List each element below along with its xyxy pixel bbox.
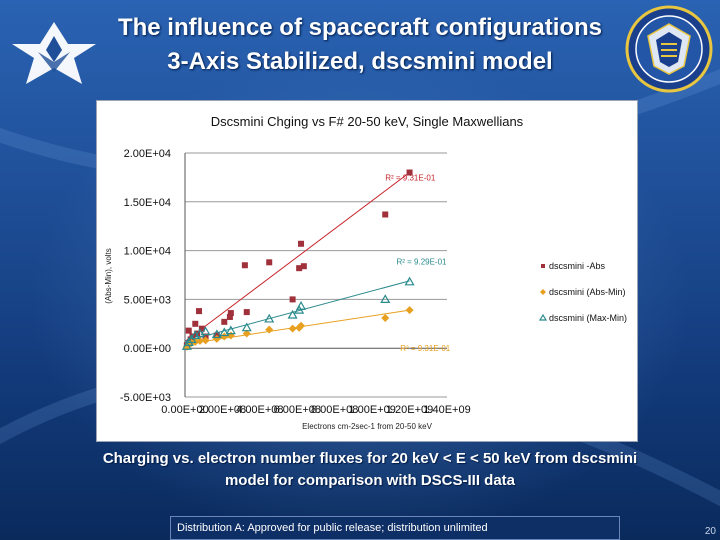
legend-label: dscsmini -Abs bbox=[549, 261, 606, 271]
x-tick-label: 2.00E+08 bbox=[199, 404, 246, 416]
data-point bbox=[300, 263, 307, 270]
chart-panel: Dscsmini Chging vs F# 20-50 keV, Single … bbox=[96, 100, 638, 442]
data-point bbox=[381, 313, 390, 322]
data-point bbox=[287, 309, 298, 319]
data-point bbox=[243, 309, 250, 316]
legend-label: dscsmini (Max-Min) bbox=[549, 313, 627, 323]
data-point bbox=[221, 318, 228, 325]
slide-title-line-2: 3-Axis Stabilized, dscsmini model bbox=[167, 48, 553, 75]
data-point bbox=[265, 325, 274, 334]
legend-marker bbox=[540, 289, 546, 295]
distribution-statement: Distribution A: Approved for public rele… bbox=[170, 516, 620, 540]
data-point bbox=[298, 240, 305, 247]
x-tick-label: 4.00E+08 bbox=[236, 404, 283, 416]
slide-caption-line-1: Charging vs. electron number fluxes for … bbox=[102, 450, 638, 467]
data-point bbox=[198, 325, 205, 332]
data-point bbox=[212, 334, 221, 343]
data-point bbox=[405, 306, 414, 315]
data-point bbox=[225, 325, 236, 335]
y-tick-label: -5.00E+03 bbox=[120, 392, 171, 404]
y-axis-label: (Abs-Min), volts bbox=[104, 248, 113, 304]
data-point bbox=[404, 276, 415, 286]
trendline bbox=[184, 172, 410, 342]
slide-title-line-1: The influence of spacecraft configuratio… bbox=[117, 14, 603, 41]
y-tick-label: 1.00E+04 bbox=[124, 246, 171, 258]
x-tick-label: 6.00E+08 bbox=[274, 404, 321, 416]
legend-label: dscsmini (Abs-Min) bbox=[549, 287, 626, 297]
data-point bbox=[200, 326, 211, 336]
r-squared-label: R² = 9.31E-01 bbox=[400, 344, 451, 353]
x-tick-label: 0.00E+00 bbox=[161, 404, 208, 416]
y-tick-label: 1.50E+04 bbox=[124, 197, 171, 209]
data-point bbox=[211, 329, 222, 339]
data-point bbox=[227, 310, 234, 317]
data-point bbox=[241, 322, 252, 332]
data-point bbox=[196, 308, 203, 315]
data-point bbox=[220, 332, 229, 341]
legend-marker bbox=[541, 264, 545, 268]
x-tick-label: 1.00E+09 bbox=[348, 404, 395, 416]
page-number: 20 bbox=[704, 526, 716, 537]
y-tick-label: 0.00E+00 bbox=[124, 343, 171, 355]
y-tick-label: 5.00E+03 bbox=[124, 294, 171, 306]
data-point bbox=[185, 327, 192, 334]
slide-caption-line-2: model for comparison with DSCS-III data bbox=[224, 472, 516, 489]
trendline bbox=[184, 280, 410, 342]
air-force-wings-logo bbox=[12, 22, 96, 84]
data-point bbox=[266, 259, 273, 266]
data-point bbox=[192, 320, 199, 327]
r-squared-label: R² = 9.31E-01 bbox=[385, 173, 436, 182]
data-point bbox=[226, 313, 233, 320]
data-point bbox=[295, 301, 307, 310]
data-point bbox=[406, 169, 413, 176]
data-point bbox=[296, 265, 303, 272]
x-tick-label: 1.20E+09 bbox=[386, 404, 433, 416]
data-point bbox=[242, 329, 251, 338]
data-point bbox=[219, 327, 230, 337]
data-point bbox=[382, 211, 389, 218]
data-point bbox=[289, 296, 296, 303]
scatter-chart: Dscsmini Chging vs F# 20-50 keV, Single … bbox=[104, 114, 627, 431]
chart-title: Dscsmini Chging vs F# 20-50 keV, Single … bbox=[211, 114, 524, 129]
x-tick-label: 1.40E+09 bbox=[423, 404, 470, 416]
x-axis-label: Electrons cm-2sec-1 from 20-50 keV bbox=[302, 422, 432, 431]
x-tick-label: 8.00E+08 bbox=[311, 404, 358, 416]
data-point bbox=[201, 336, 210, 345]
data-point bbox=[264, 313, 275, 323]
r-squared-label: R² = 9.29E-01 bbox=[396, 257, 447, 266]
y-tick-label: 2.00E+04 bbox=[124, 148, 171, 160]
data-point bbox=[241, 262, 248, 269]
data-point bbox=[297, 321, 306, 330]
data-point bbox=[380, 294, 391, 303]
afrl-seal-icon bbox=[625, 5, 713, 93]
data-point bbox=[288, 324, 297, 333]
legend-marker bbox=[538, 313, 548, 321]
